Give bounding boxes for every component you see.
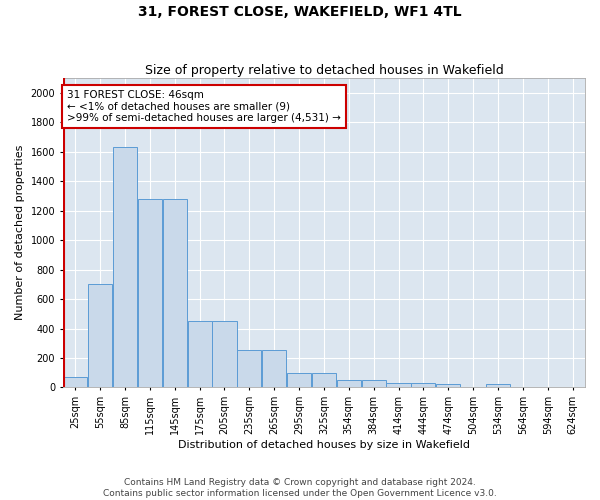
- Bar: [163, 199, 187, 388]
- Bar: [386, 383, 410, 388]
- Bar: [337, 380, 361, 388]
- Title: Size of property relative to detached houses in Wakefield: Size of property relative to detached ho…: [145, 64, 503, 77]
- Bar: [262, 350, 286, 388]
- Bar: [188, 321, 212, 388]
- Bar: [287, 374, 311, 388]
- Bar: [312, 374, 336, 388]
- Bar: [412, 383, 436, 388]
- Text: 31 FOREST CLOSE: 46sqm
← <1% of detached houses are smaller (9)
>99% of semi-det: 31 FOREST CLOSE: 46sqm ← <1% of detached…: [67, 90, 341, 123]
- Bar: [486, 384, 510, 388]
- Bar: [212, 321, 236, 388]
- Text: 31, FOREST CLOSE, WAKEFIELD, WF1 4TL: 31, FOREST CLOSE, WAKEFIELD, WF1 4TL: [138, 5, 462, 19]
- Bar: [113, 148, 137, 388]
- Bar: [436, 384, 460, 388]
- Y-axis label: Number of detached properties: Number of detached properties: [15, 145, 25, 320]
- Bar: [362, 380, 386, 388]
- Bar: [138, 199, 162, 388]
- Bar: [88, 284, 112, 388]
- Bar: [63, 377, 88, 388]
- Text: Contains HM Land Registry data © Crown copyright and database right 2024.
Contai: Contains HM Land Registry data © Crown c…: [103, 478, 497, 498]
- X-axis label: Distribution of detached houses by size in Wakefield: Distribution of detached houses by size …: [178, 440, 470, 450]
- Bar: [237, 350, 262, 388]
